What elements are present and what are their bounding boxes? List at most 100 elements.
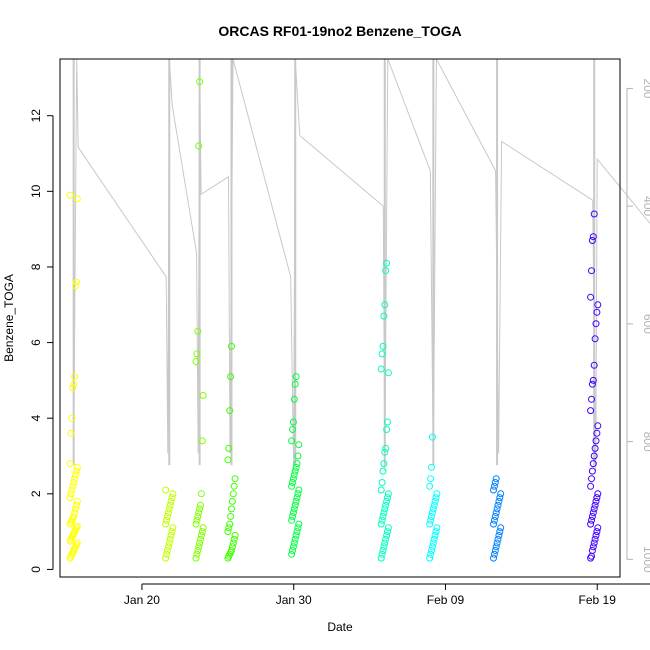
data-point: [593, 429, 601, 437]
data-point: [495, 497, 503, 505]
data-point: [288, 516, 296, 524]
data-point: [490, 520, 497, 528]
chart-title: ORCAS RF01-19no2 Benzene_TOGA: [218, 23, 461, 39]
data-point: [378, 516, 386, 524]
data-point: [490, 486, 497, 494]
y-tick-label: 2: [29, 490, 43, 497]
data-point: [288, 437, 296, 445]
data-point: [292, 373, 300, 381]
data-point: [589, 509, 597, 517]
series-RF08: [490, 475, 505, 562]
data-point: [431, 497, 439, 505]
data-point: [292, 463, 300, 471]
data-point: [226, 520, 234, 528]
data-point: [427, 516, 435, 524]
series-RF03: [192, 78, 207, 562]
data-point: [227, 373, 235, 381]
data-point: [384, 524, 392, 532]
data-point: [71, 373, 79, 381]
data-point: [378, 479, 386, 486]
data-point: [197, 531, 205, 539]
data-point: [293, 494, 301, 502]
data-point: [593, 528, 601, 536]
data-point: [168, 528, 176, 536]
data-point: [588, 267, 595, 275]
data-point: [165, 505, 173, 513]
data-point: [166, 535, 174, 543]
data-point: [430, 535, 438, 543]
data-point: [378, 350, 386, 358]
data-point: [73, 497, 81, 505]
data-point: [289, 418, 297, 426]
data-point: [494, 501, 502, 509]
data-point: [430, 501, 438, 509]
data-point: [432, 528, 440, 536]
data-point: [192, 554, 200, 562]
data-point: [588, 475, 595, 483]
data-point: [166, 501, 174, 509]
data-point: [594, 490, 602, 498]
data-point: [495, 531, 503, 539]
data-point: [426, 554, 434, 562]
data-point: [164, 513, 171, 520]
data-point: [381, 539, 389, 547]
data-point: [295, 520, 303, 528]
data-point: [428, 513, 435, 520]
data-point: [589, 376, 597, 384]
data-point: [226, 407, 234, 415]
data-point: [230, 535, 238, 543]
data-point: [493, 539, 501, 547]
y-tick-label: 0: [29, 566, 43, 573]
data-point: [592, 531, 600, 539]
data-point: [491, 479, 499, 486]
data-point: [384, 418, 391, 426]
data-point: [195, 142, 203, 150]
data-point: [230, 482, 238, 490]
y-tick-label: 10: [29, 184, 43, 198]
data-point: [290, 471, 298, 479]
data-point: [377, 554, 385, 562]
data-point: [384, 528, 391, 536]
data-point: [382, 444, 390, 452]
data-point: [382, 267, 390, 275]
data-point: [383, 259, 391, 267]
y-tick-label: 6: [29, 339, 43, 346]
y2-tick-label: 1000: [641, 546, 650, 573]
data-point: [591, 535, 599, 543]
y-tick-label: 4: [29, 415, 43, 422]
data-point: [224, 456, 232, 464]
data-point: [426, 482, 434, 490]
x-tick-label: Feb 19: [579, 593, 617, 607]
data-point: [67, 490, 75, 498]
data-point: [378, 550, 386, 558]
data-point: [293, 460, 301, 468]
data-point: [193, 350, 201, 358]
data-point: [66, 494, 74, 502]
data-point: [193, 550, 201, 558]
x-tick-label: Jan 30: [276, 593, 312, 607]
data-point: [290, 395, 298, 403]
data-point: [591, 444, 599, 452]
data-point: [66, 460, 74, 468]
data-point: [72, 282, 79, 290]
data-point: [66, 191, 74, 199]
series-RF02: [162, 486, 177, 562]
data-point: [381, 448, 389, 456]
data-point: [291, 467, 299, 475]
data-point: [587, 293, 595, 301]
data-point: [229, 539, 237, 547]
data-point: [67, 429, 75, 437]
data-point: [231, 475, 239, 483]
data-point: [497, 524, 505, 532]
data-point: [289, 547, 296, 554]
data-point: [68, 414, 76, 422]
data-point: [492, 475, 500, 483]
data-point: [429, 539, 437, 547]
data-point: [199, 392, 207, 399]
data-point: [497, 490, 505, 498]
data-point: [590, 210, 598, 218]
data-point: [73, 522, 81, 530]
data-point: [71, 475, 79, 483]
